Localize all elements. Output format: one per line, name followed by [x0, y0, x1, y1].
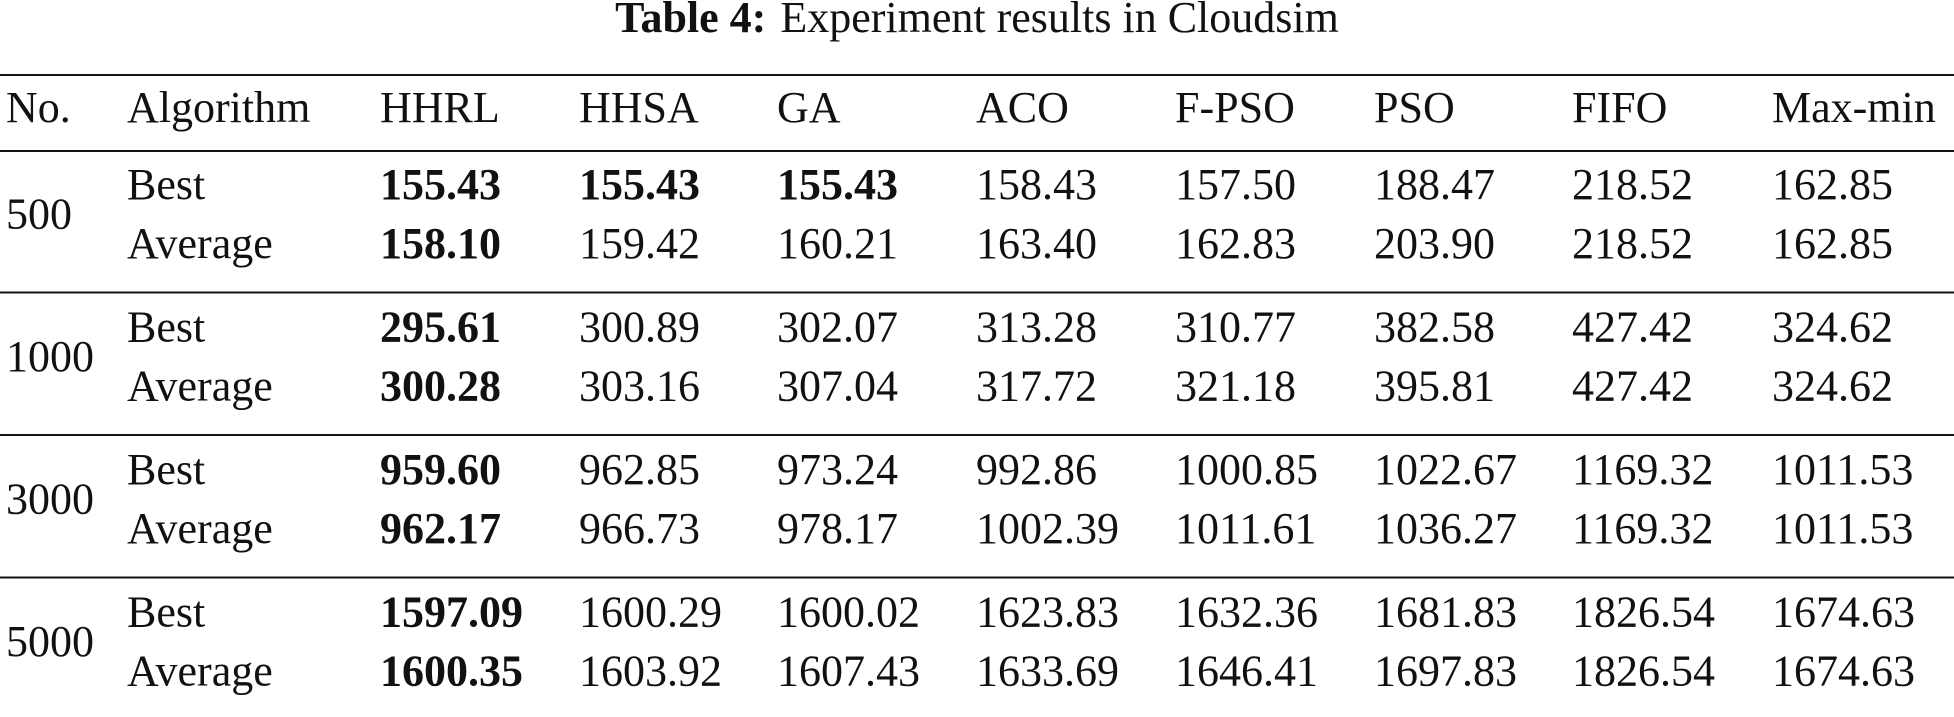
- value-cell: 1646.41: [1175, 647, 1318, 696]
- value-cell: 1607.43: [777, 647, 920, 696]
- value-cell: 1632.36: [1175, 588, 1318, 637]
- value-cell: 162.83: [1175, 219, 1296, 268]
- value-cell: 160.21: [777, 219, 898, 268]
- row-label: Average: [127, 504, 273, 553]
- value-cell: 1600.02: [777, 588, 920, 637]
- value-cell: 162.85: [1772, 160, 1893, 209]
- row-label: Best: [127, 303, 205, 352]
- value-cell: 155.43: [579, 160, 700, 209]
- value-cell: 313.28: [976, 303, 1097, 352]
- value-cell: 188.47: [1374, 160, 1495, 209]
- value-cell: 1623.83: [976, 588, 1119, 637]
- value-cell: 1000.85: [1175, 445, 1318, 494]
- value-cell: 310.77: [1175, 303, 1296, 352]
- value-cell: 1826.54: [1572, 588, 1715, 637]
- value-cell: 1002.39: [976, 504, 1119, 553]
- value-cell: 1600.29: [579, 588, 722, 637]
- value-cell: 203.90: [1374, 219, 1495, 268]
- value-cell: 1011.61: [1175, 504, 1316, 553]
- value-cell: 1036.27: [1374, 504, 1517, 553]
- value-cell: 324.62: [1772, 362, 1893, 411]
- value-cell: 218.52: [1572, 160, 1693, 209]
- value-cell: 395.81: [1374, 362, 1495, 411]
- value-cell: 155.43: [777, 160, 898, 209]
- value-cell: 300.28: [380, 362, 501, 411]
- value-cell: 157.50: [1175, 160, 1296, 209]
- value-cell: 218.52: [1572, 219, 1693, 268]
- value-cell: 1011.53: [1772, 504, 1913, 553]
- value-cell: 317.72: [976, 362, 1097, 411]
- value-cell: 1600.35: [380, 647, 523, 696]
- value-cell: 382.58: [1374, 303, 1495, 352]
- value-cell: 1022.67: [1374, 445, 1517, 494]
- group-number: 500: [6, 190, 72, 239]
- value-cell: 1169.32: [1572, 504, 1713, 553]
- value-cell: 303.16: [579, 362, 700, 411]
- header-cell: ACO: [976, 83, 1069, 132]
- value-cell: 158.10: [380, 219, 501, 268]
- header-cell: FIFO: [1572, 83, 1667, 132]
- value-cell: 302.07: [777, 303, 898, 352]
- value-cell: 155.43: [380, 160, 501, 209]
- header-cell: Algorithm: [127, 83, 310, 132]
- value-cell: 1169.32: [1572, 445, 1713, 494]
- value-cell: 162.85: [1772, 219, 1893, 268]
- value-cell: 959.60: [380, 445, 501, 494]
- group-number: 5000: [6, 617, 94, 666]
- caption-label: Table 4:: [615, 0, 766, 42]
- caption: Table 4: Experiment results in Cloudsim: [615, 0, 1339, 42]
- row-label: Average: [127, 219, 273, 268]
- row-label: Best: [127, 160, 205, 209]
- value-cell: 324.62: [1772, 303, 1893, 352]
- header-cell: HHSA: [579, 83, 699, 132]
- value-cell: 962.17: [380, 504, 501, 553]
- group-number: 1000: [6, 332, 94, 381]
- row-label: Average: [127, 647, 273, 696]
- header-cell: Max-min: [1772, 83, 1936, 132]
- value-cell: 321.18: [1175, 362, 1296, 411]
- header-cell: HHRL: [380, 83, 500, 132]
- group-number: 3000: [6, 475, 94, 524]
- header-cell: F-PSO: [1175, 83, 1295, 132]
- header-cell: GA: [777, 83, 841, 132]
- value-cell: 1011.53: [1772, 445, 1913, 494]
- value-cell: 973.24: [777, 445, 898, 494]
- value-cell: 1603.92: [579, 647, 722, 696]
- value-cell: 307.04: [777, 362, 898, 411]
- value-cell: 159.42: [579, 219, 700, 268]
- value-cell: 962.85: [579, 445, 700, 494]
- header-cell: PSO: [1374, 83, 1455, 132]
- value-cell: 1597.09: [380, 588, 523, 637]
- value-cell: 1697.83: [1374, 647, 1517, 696]
- row-label: Average: [127, 362, 273, 411]
- value-cell: 966.73: [579, 504, 700, 553]
- value-cell: 992.86: [976, 445, 1097, 494]
- value-cell: 427.42: [1572, 303, 1693, 352]
- value-cell: 1826.54: [1572, 647, 1715, 696]
- row-label: Best: [127, 445, 205, 494]
- value-cell: 1633.69: [976, 647, 1119, 696]
- value-cell: 978.17: [777, 504, 898, 553]
- value-cell: 427.42: [1572, 362, 1693, 411]
- header-cell: No.: [6, 83, 71, 132]
- caption-text: Experiment results in Cloudsim: [780, 0, 1339, 42]
- value-cell: 300.89: [579, 303, 700, 352]
- value-cell: 295.61: [380, 303, 501, 352]
- row-label: Best: [127, 588, 205, 637]
- value-cell: 1674.63: [1772, 647, 1915, 696]
- value-cell: 163.40: [976, 219, 1097, 268]
- value-cell: 1681.83: [1374, 588, 1517, 637]
- value-cell: 158.43: [976, 160, 1097, 209]
- value-cell: 1674.63: [1772, 588, 1915, 637]
